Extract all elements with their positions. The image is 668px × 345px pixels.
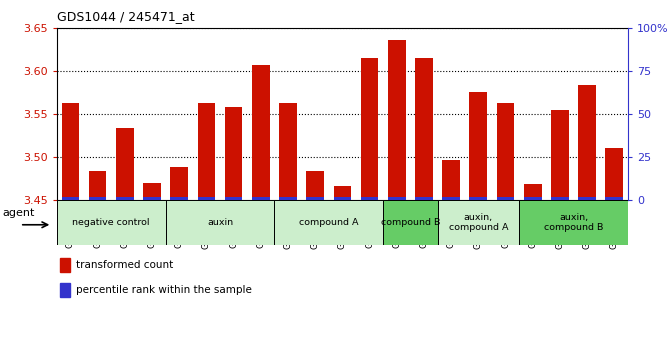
Bar — [388, 40, 405, 200]
Text: percentile rank within the sample: percentile rank within the sample — [75, 285, 252, 295]
Bar — [605, 148, 623, 200]
Text: compound B: compound B — [381, 218, 440, 227]
Bar — [116, 197, 134, 200]
Bar — [438, 200, 519, 245]
Bar — [415, 197, 433, 200]
Bar — [442, 159, 460, 200]
Bar — [307, 197, 324, 200]
Text: auxin,
compound A: auxin, compound A — [449, 213, 508, 232]
Bar — [89, 197, 106, 200]
Bar — [524, 197, 542, 200]
Text: agent: agent — [3, 208, 35, 218]
Bar — [60, 258, 71, 272]
Bar — [275, 200, 383, 245]
Bar — [170, 197, 188, 200]
Bar — [578, 85, 596, 200]
Bar — [415, 58, 433, 200]
Bar — [470, 197, 487, 200]
Bar — [224, 107, 242, 200]
Bar — [116, 128, 134, 200]
Bar — [551, 197, 568, 200]
Bar — [143, 183, 161, 200]
Bar — [198, 197, 215, 200]
Bar — [57, 200, 166, 245]
Bar — [442, 197, 460, 200]
Text: negative control: negative control — [72, 218, 150, 227]
Bar — [383, 200, 438, 245]
Bar — [605, 197, 623, 200]
Bar — [361, 197, 378, 200]
Bar — [89, 171, 106, 200]
Text: auxin: auxin — [207, 218, 233, 227]
Bar — [578, 197, 596, 200]
Bar — [252, 197, 270, 200]
Text: compound A: compound A — [299, 218, 359, 227]
Bar — [497, 104, 514, 200]
Bar — [170, 167, 188, 200]
Bar — [497, 197, 514, 200]
Bar — [519, 200, 628, 245]
Bar — [198, 104, 215, 200]
Bar — [279, 102, 297, 200]
Bar — [279, 197, 297, 200]
Bar — [60, 283, 71, 297]
Bar — [166, 200, 275, 245]
Bar — [361, 58, 378, 200]
Bar — [307, 171, 324, 200]
Bar — [551, 109, 568, 200]
Bar — [524, 184, 542, 200]
Bar — [61, 104, 79, 200]
Text: auxin,
compound B: auxin, compound B — [544, 213, 603, 232]
Bar — [252, 65, 270, 200]
Text: GDS1044 / 245471_at: GDS1044 / 245471_at — [57, 10, 194, 23]
Bar — [333, 197, 351, 200]
Bar — [388, 197, 405, 200]
Bar — [143, 197, 161, 200]
Bar — [470, 92, 487, 200]
Text: transformed count: transformed count — [75, 260, 173, 270]
Bar — [61, 197, 79, 200]
Bar — [224, 197, 242, 200]
Bar — [333, 186, 351, 200]
